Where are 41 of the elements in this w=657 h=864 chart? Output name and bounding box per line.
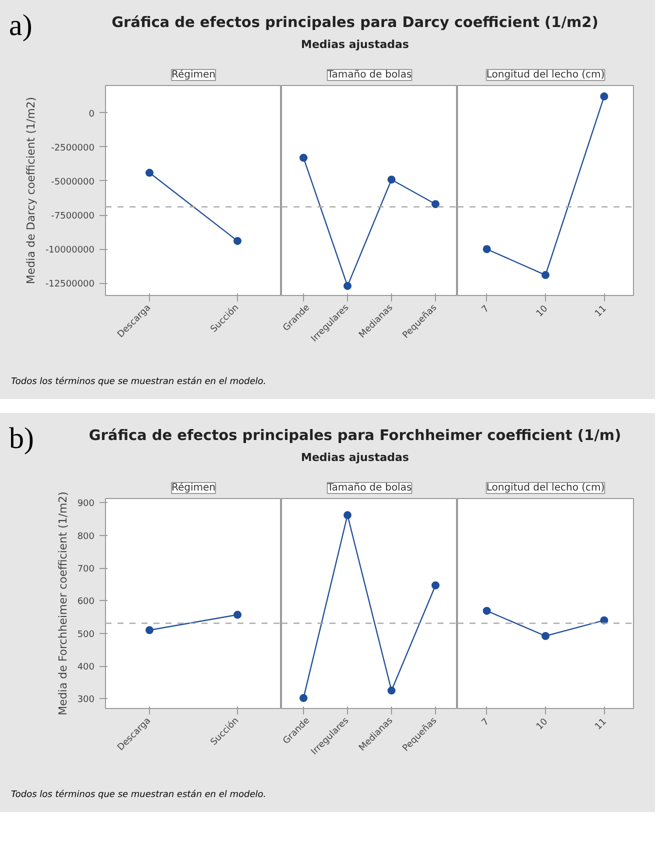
point [300, 694, 308, 702]
y-tick-label: 800 [77, 532, 95, 542]
text: Todos los términos que se muestran están en el modelo. [10, 789, 266, 802]
y-tick-label: 500 [77, 630, 95, 640]
y-tick-label: 600 [77, 597, 95, 608]
y-tick-label: -7500000 [51, 212, 95, 222]
text: a) [9, 8, 32, 44]
y-tick-label: 700 [77, 564, 95, 575]
y-tick-label: 400 [77, 662, 95, 673]
y-tick-label: 300 [77, 695, 95, 706]
y-tick-label: 900 [77, 499, 95, 510]
x-tick-label: 11 [594, 717, 609, 732]
x-axis-title: Tamaño de bolas [326, 70, 412, 80]
y-axis-title: Media de Forchheimer coefficient (1/m2) [56, 492, 70, 716]
text: b) [9, 421, 34, 457]
y-tick-label: -12500000 [45, 280, 95, 290]
point [432, 200, 440, 208]
y-axis-title: Media de Darcy coefficient (1/m2) [24, 96, 38, 284]
y-tick-label: -10000000 [45, 246, 95, 256]
point [344, 511, 352, 520]
x-axis-title: Régimen [171, 482, 216, 494]
point [300, 154, 308, 162]
point [388, 176, 396, 184]
point [388, 686, 396, 695]
point [432, 581, 440, 590]
y-tick-label: 0 [88, 109, 95, 120]
x-tick-label: 11 [594, 304, 609, 320]
text: Gráfica de efectos principales para Forchheimer coefficient (1/m) Medias ajustadas [88, 427, 622, 466]
text: Gráfica de efectos principales para Darcy coefficient (1/m2) Medias ajustadas [110, 14, 600, 53]
point [344, 282, 352, 290]
y-tick-label: -5000000 [51, 177, 95, 188]
x-tick-label: 7 [480, 717, 492, 728]
x-tick-label: 7 [480, 304, 492, 316]
x-tick-label: 10 [534, 716, 550, 732]
text: Todos los términos que se muestran están en el modelo. [10, 376, 266, 389]
x-axis-title: Longitud del lecho (cm) [486, 70, 605, 80]
y-tick-label: -2500000 [51, 143, 95, 154]
x-axis-title: Tamaño de bolas [326, 482, 412, 494]
x-axis-title: Longitud del lecho (cm) [486, 482, 605, 494]
x-tick-label: 10 [534, 304, 550, 320]
x-axis-title: Régimen [171, 70, 216, 80]
